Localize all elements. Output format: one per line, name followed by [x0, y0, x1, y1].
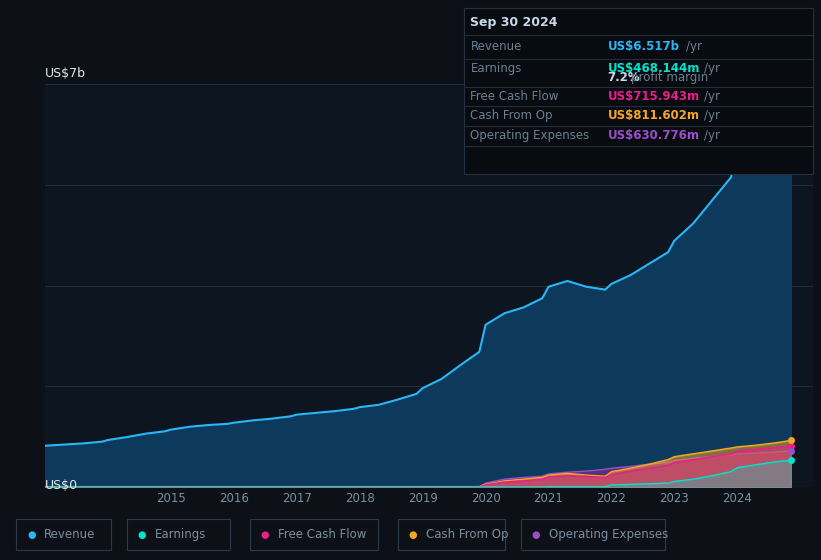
Text: ●: ● [27, 530, 35, 540]
Text: Earnings: Earnings [155, 528, 207, 542]
Text: US$6.517b: US$6.517b [608, 40, 680, 53]
Text: ●: ● [261, 530, 269, 540]
Text: ●: ● [409, 530, 417, 540]
Text: Earnings: Earnings [470, 62, 522, 75]
Text: Revenue: Revenue [44, 528, 96, 542]
Text: US$715.943m: US$715.943m [608, 90, 699, 104]
Text: /yr: /yr [686, 40, 702, 53]
Text: Operating Expenses: Operating Expenses [549, 528, 668, 542]
Text: Cash From Op: Cash From Op [426, 528, 508, 542]
Text: /yr: /yr [704, 109, 720, 123]
Text: profit margin: profit margin [631, 71, 708, 85]
Text: Sep 30 2024: Sep 30 2024 [470, 16, 558, 30]
Text: Cash From Op: Cash From Op [470, 109, 553, 123]
Text: ●: ● [138, 530, 146, 540]
Text: US$7b: US$7b [45, 67, 86, 80]
Text: Free Cash Flow: Free Cash Flow [470, 90, 559, 104]
Text: Operating Expenses: Operating Expenses [470, 129, 589, 142]
Text: 7.2%: 7.2% [608, 71, 640, 85]
Text: /yr: /yr [704, 90, 720, 104]
Text: Free Cash Flow: Free Cash Flow [278, 528, 367, 542]
Text: Revenue: Revenue [470, 40, 522, 53]
Text: /yr: /yr [704, 62, 720, 75]
Text: US$630.776m: US$630.776m [608, 129, 699, 142]
Text: /yr: /yr [704, 129, 720, 142]
Text: US$0: US$0 [45, 479, 78, 492]
Text: ●: ● [532, 530, 540, 540]
Text: US$811.602m: US$811.602m [608, 109, 699, 123]
Text: US$468.144m: US$468.144m [608, 62, 700, 75]
